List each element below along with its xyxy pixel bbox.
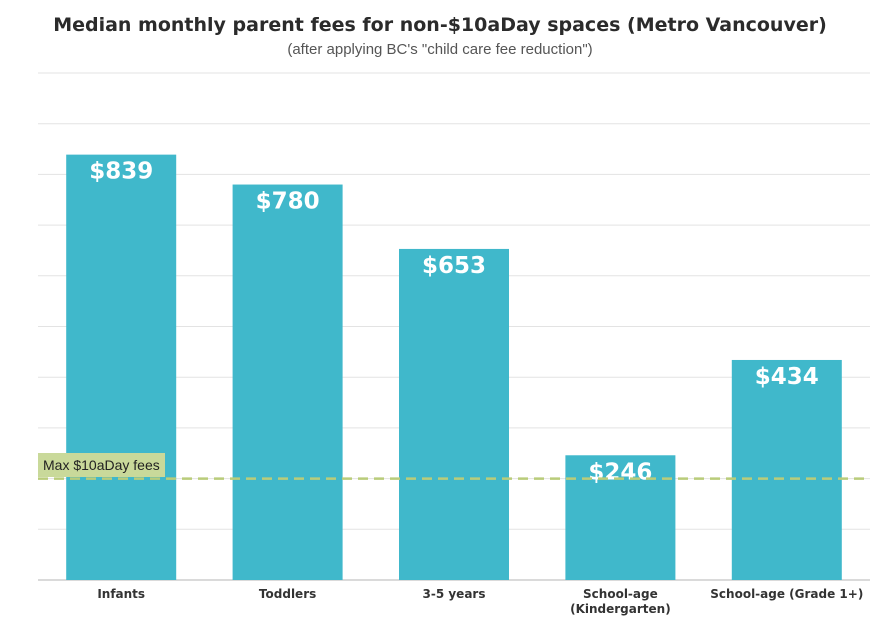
data-label: $653	[422, 253, 486, 279]
data-label: $434	[755, 364, 819, 390]
x-tick-label: School-age	[583, 587, 658, 601]
x-tick-label: 3-5 years	[423, 587, 486, 601]
x-tick-label: School-age (Grade 1+)	[710, 587, 863, 601]
chart-subtitle: (after applying BC's "child care fee red…	[287, 41, 593, 58]
bar	[232, 184, 343, 581]
bar	[399, 248, 509, 580]
reference-line-label: Max $10aDay fees	[38, 453, 165, 477]
x-tick-label: Toddlers	[259, 587, 316, 601]
data-label: $839	[89, 159, 153, 185]
data-label: $246	[588, 459, 652, 485]
data-label: $780	[256, 189, 320, 215]
bar	[66, 154, 177, 580]
x-tick-label: Infants	[97, 587, 145, 601]
chart-title: Median monthly parent fees for non-$10aD…	[53, 14, 827, 36]
bar	[731, 359, 842, 580]
x-tick-label: (Kindergarten)	[570, 602, 671, 616]
bar	[565, 455, 676, 580]
